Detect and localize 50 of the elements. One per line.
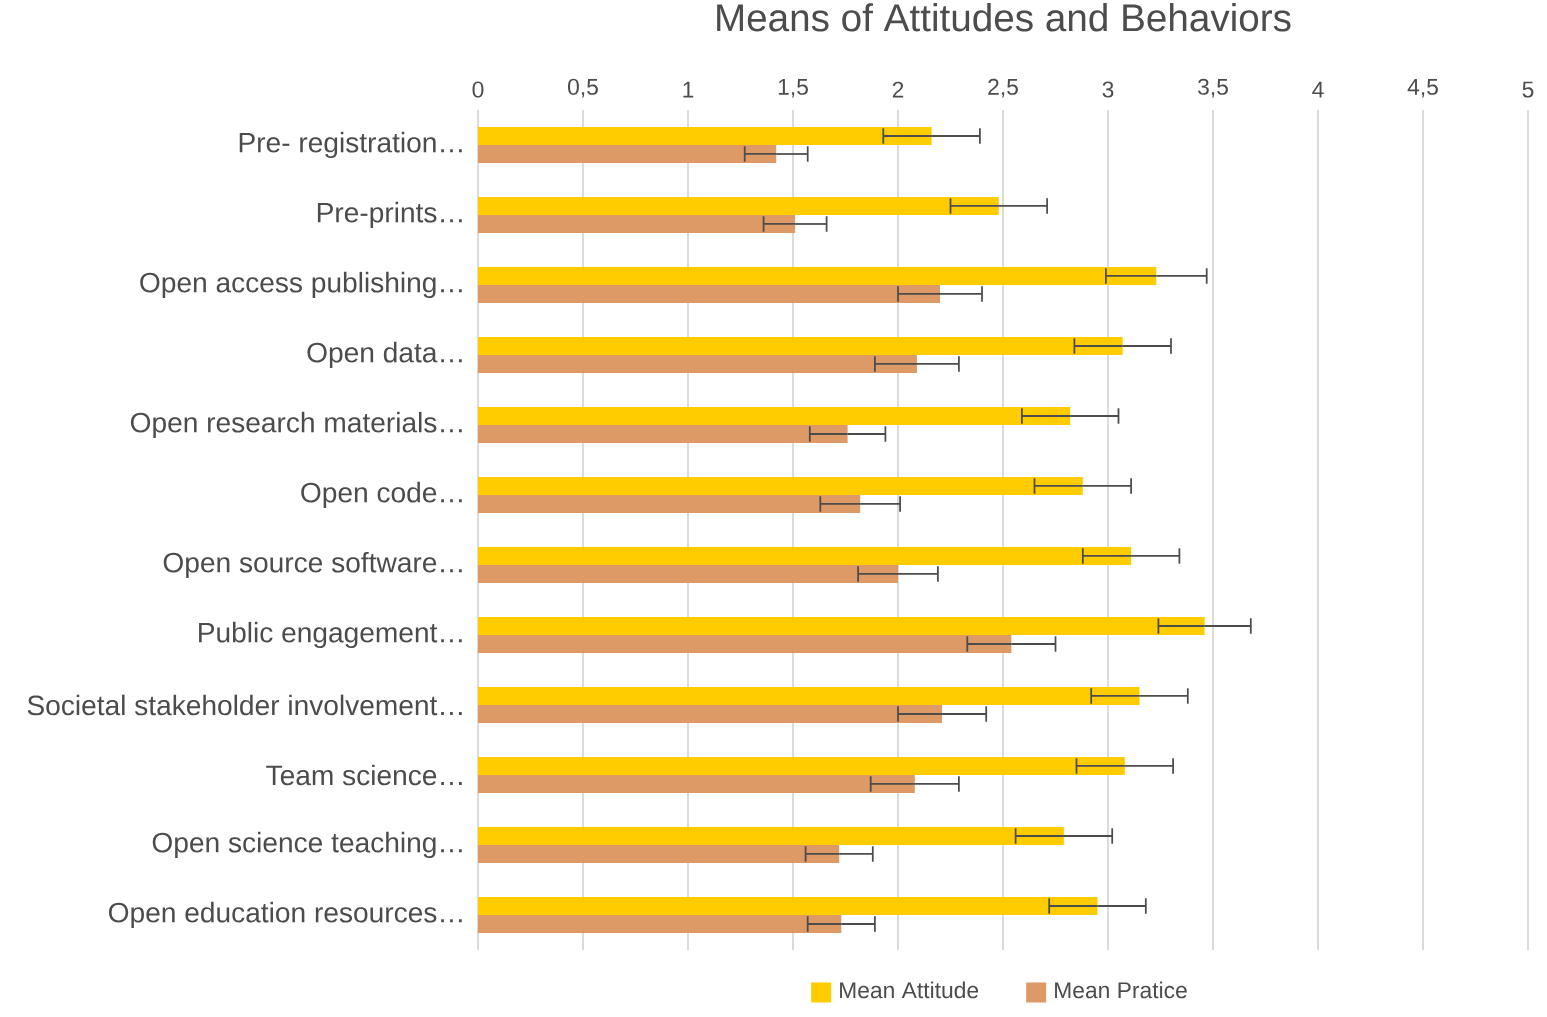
x-tick-label: 4,5 [1407,78,1438,98]
bar [478,425,848,443]
bar [478,547,1132,565]
bar [478,686,1140,705]
bar [478,355,917,373]
y-tick-label: Team science… [266,764,462,786]
x-tick-label: 0 [472,81,484,98]
x-tick-label: 1,5 [778,78,808,98]
bar [478,705,943,723]
bar [478,635,1012,653]
bar [478,406,1071,425]
x-tick-label: 1 [683,81,694,98]
bar [478,915,842,933]
bar [478,845,840,863]
y-tick-label: Open data… [307,341,462,369]
bar [478,494,861,513]
legend-label: Mean Pratice [1055,981,1187,999]
y-tick-label: Open education resources… [108,901,462,929]
bar [478,617,1205,635]
bar [478,476,1083,495]
bar [478,145,777,163]
bar [478,897,1098,915]
bar [478,564,898,583]
y-tick-label: Societal stakeholder involvement… [27,694,462,716]
chart-title: Means of Attitudes and Behaviors [717,3,1291,32]
bar [478,284,940,303]
bar [478,827,1064,845]
y-tick-label: Open source software… [163,551,462,579]
y-tick-label: Pre- registration… [239,131,462,159]
bar [478,266,1157,285]
y-tick-label: Open research materials… [130,411,462,439]
bar [478,127,932,145]
x-tick-label: 0,5 [568,78,598,98]
bar [478,757,1125,775]
y-tick-label: Open science teaching… [152,831,462,859]
x-tick-label: 3,5 [1198,78,1228,98]
bar [478,774,915,793]
x-tick-label: 3 [1102,81,1114,98]
bar [478,214,796,233]
y-tick-label: Open code… [301,481,462,509]
legend-label: Mean Attitude [840,981,979,999]
bar [478,196,999,215]
y-tick-label: Pre-prints… [317,201,462,229]
y-tick-label: Public engagement… [199,621,462,649]
x-tick-label: 2,5 [988,78,1018,98]
x-tick-label: 5 [1522,81,1534,98]
x-tick-label: 2 [892,81,904,98]
y-tick-label: Open access publishing… [140,271,462,299]
bar [478,337,1123,355]
x-tick-label: 4 [1312,81,1324,98]
